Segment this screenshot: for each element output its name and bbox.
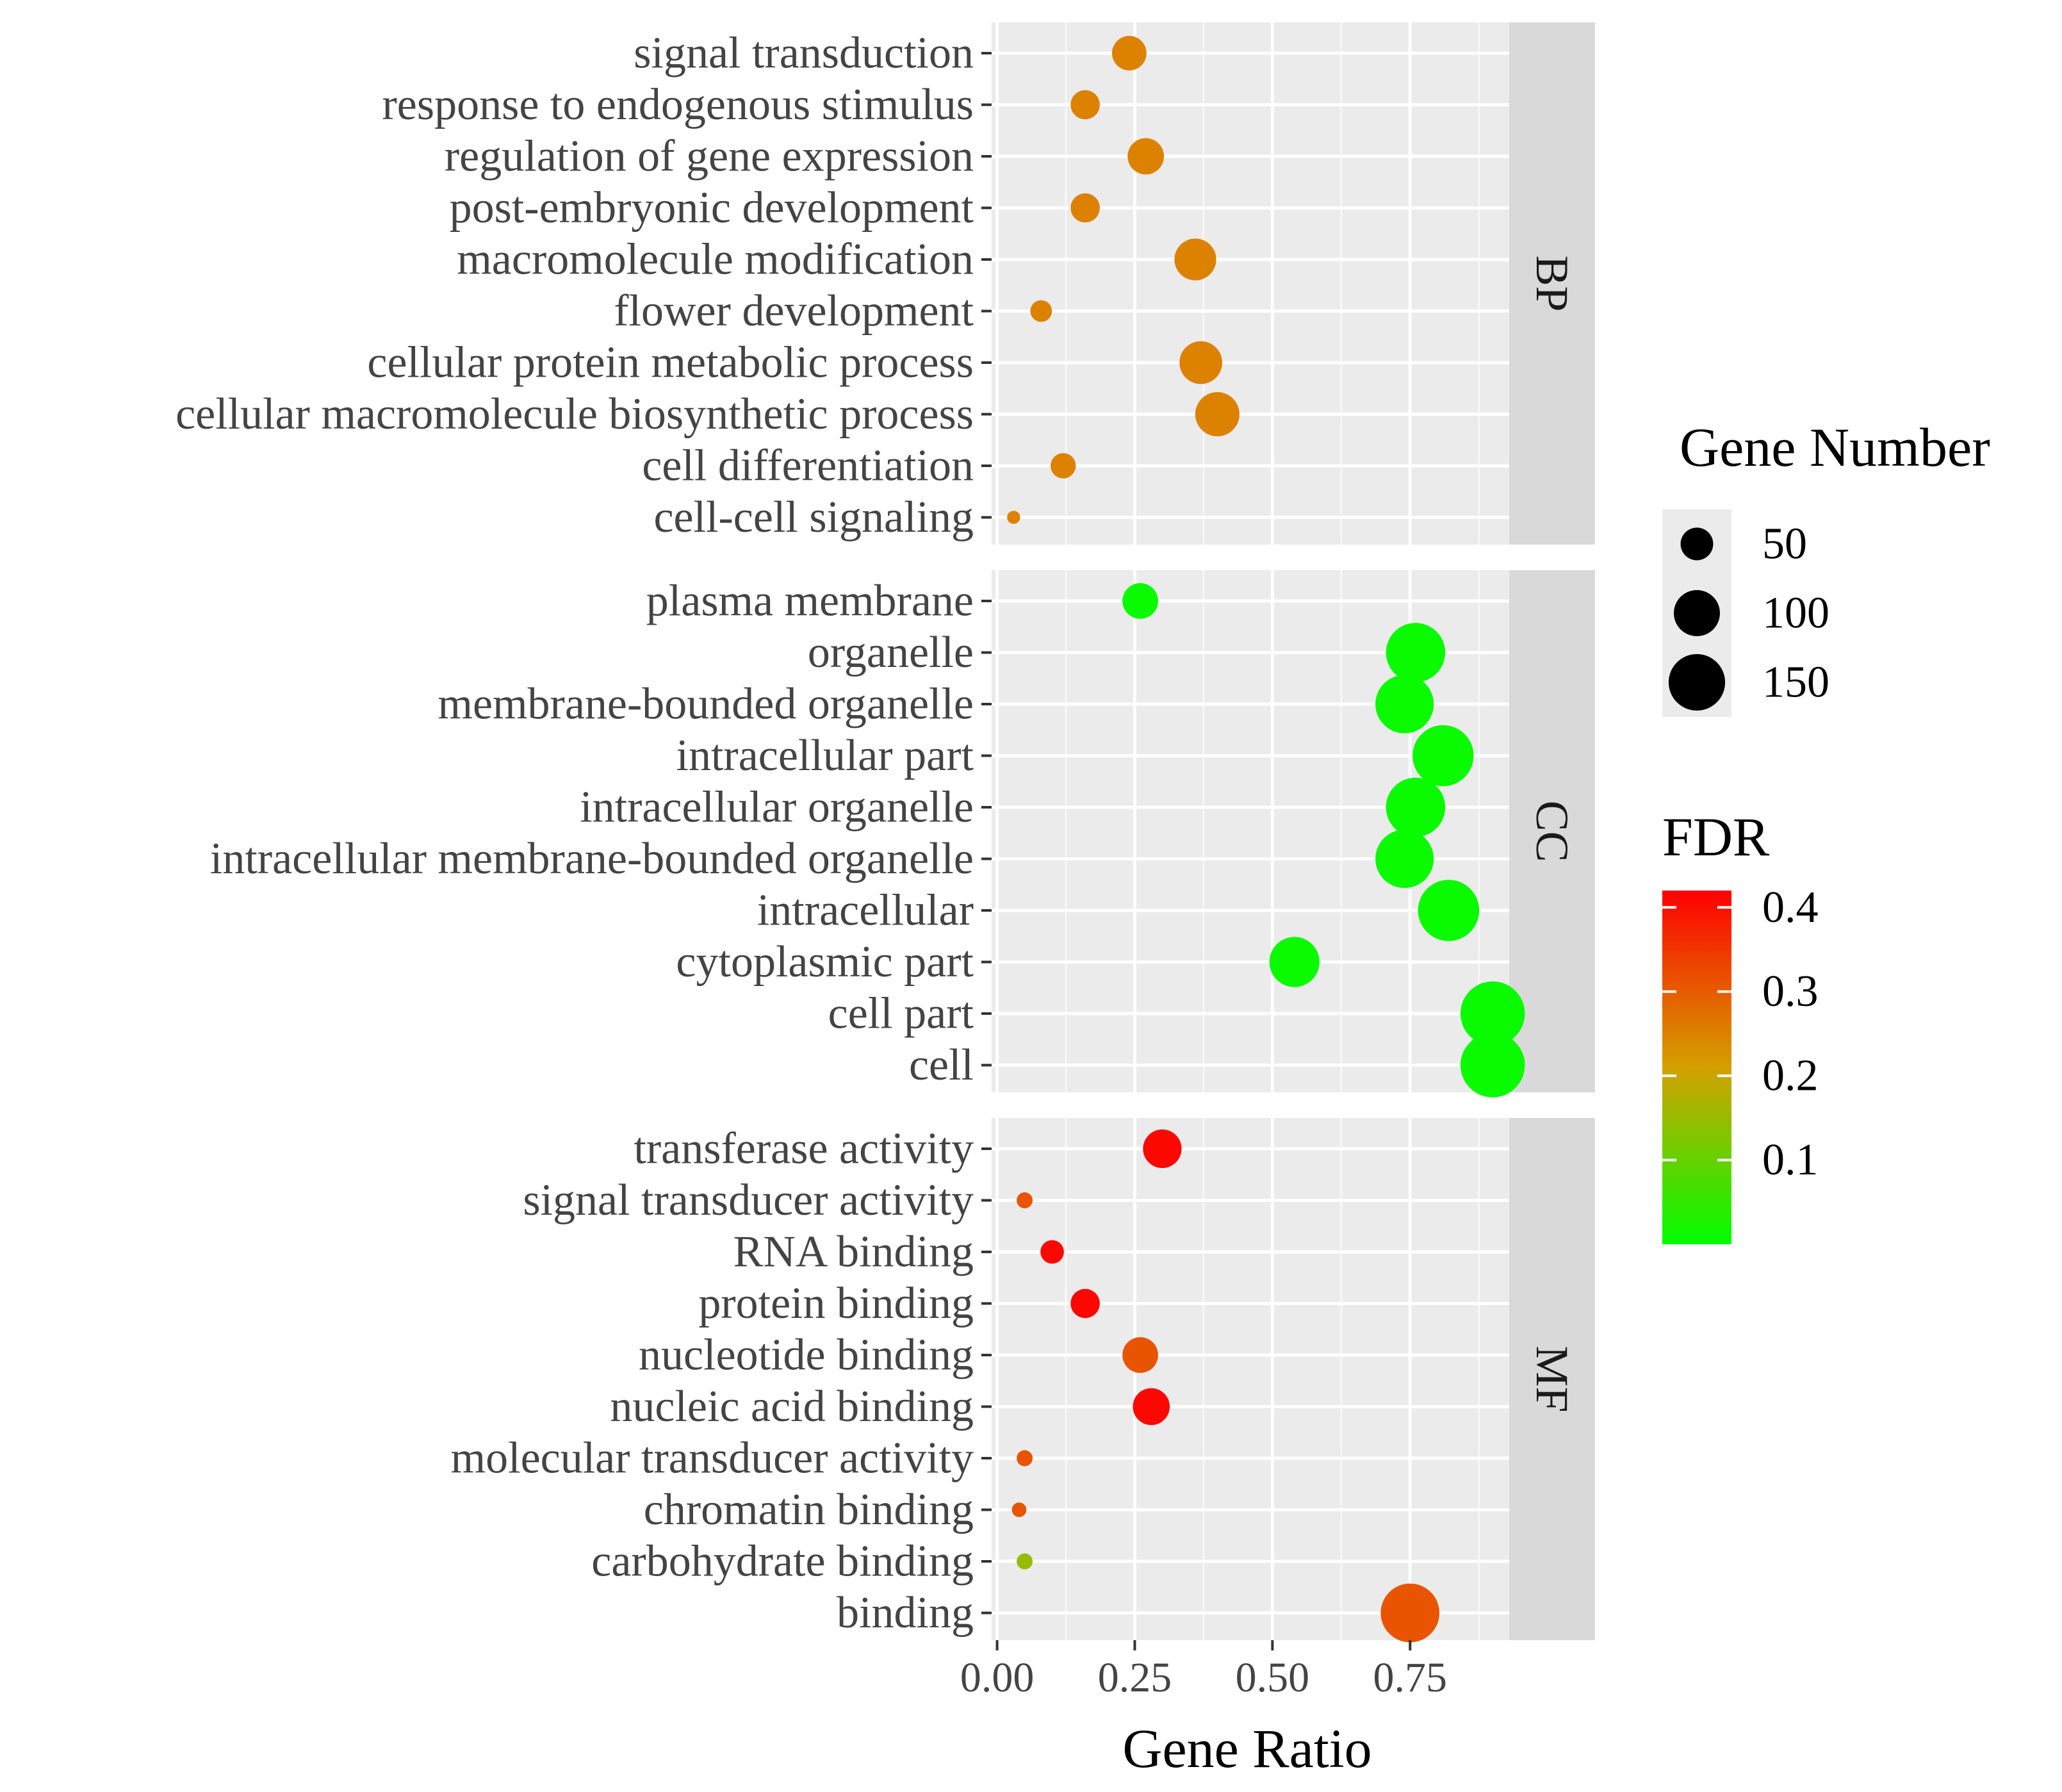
y-tick-label: flower development [614,286,974,336]
y-tick-label: post-embryonic development [450,183,974,233]
data-point-intracellular [1418,880,1480,941]
color-legend-title: FDR [1662,806,1770,867]
x-axis-title: Gene Ratio [1122,1718,1371,1779]
data-point-macromolecule-modification [1174,238,1216,281]
y-tick-label: nucleotide binding [639,1331,974,1380]
size-legend-title: Gene Number [1680,416,1990,478]
facet-strip [1509,1118,1595,1640]
color-legend: FDR 0.1 0.2 0.3 0.4 [1662,806,1819,1244]
y-tick-label: signal transduction [634,29,974,78]
data-point-cytoplasmic-part [1269,937,1320,987]
facet-strip-label: BP [1526,255,1578,311]
facet-strip-label: CC [1526,800,1578,862]
x-tick-label: 0.25 [1098,1654,1172,1701]
y-tick-label: intracellular [757,886,974,935]
y-tick-label: protein binding [698,1279,974,1328]
data-point-membrane-bounded-organelle [1375,675,1434,734]
y-tick-label: cell-cell signaling [653,493,974,542]
y-tick-label: transferase activity [634,1124,974,1174]
data-point-intracellular-part [1412,725,1474,787]
size-legend-label: 100 [1762,589,1829,638]
data-point-plasma-membrane [1122,583,1158,619]
size-legend-label: 150 [1762,658,1829,707]
y-tick-label: response to endogenous stimulus [382,80,974,129]
data-point-cell-cell-signaling [1007,511,1020,524]
y-tick-label: cell differentiation [642,441,974,491]
y-tick-label: chromatin binding [644,1485,974,1534]
color-bar [1662,891,1731,1244]
data-point-binding [1380,1583,1440,1643]
data-point-chromatin-binding [1011,1502,1027,1517]
y-tick-label: cell part [828,989,974,1039]
y-tick-label: intracellular part [676,731,974,780]
y-tick-label: molecular transducer activity [451,1434,974,1483]
y-tick-label: intracellular membrane-bounded organelle [210,834,974,884]
data-point-cell-part [1460,981,1525,1046]
data-point-cell-differentiation [1051,453,1076,479]
color-legend-label: 0.4 [1762,883,1819,932]
data-point-response-to-endogenous-stimulus [1070,90,1100,120]
data-point-nucleic-acid-binding [1133,1388,1170,1426]
y-tick-label: membrane-bounded organelle [438,680,974,729]
data-point-signal-transducer-activity [1017,1192,1033,1208]
data-point-regulation-of-gene-expression [1127,138,1165,175]
data-point-nucleotide-binding [1122,1337,1158,1373]
size-legend-dot [1674,590,1720,636]
y-tick-label: cellular protein metabolic process [367,338,974,388]
y-tick-label: organelle [808,628,974,677]
color-legend-label: 0.1 [1762,1135,1819,1185]
facet-strip-label: MF [1526,1345,1578,1412]
y-tick-label: intracellular organelle [580,783,974,832]
data-point-transferase-activity [1143,1129,1182,1169]
y-tick-label: macromolecule modification [457,235,974,284]
y-tick-label: plasma membrane [646,577,974,626]
data-point-post-embryonic-development [1070,193,1100,223]
facet-cc: CC plasma membraneorganellemembrane-bound… [210,570,1595,1097]
facet-strip [1509,22,1595,545]
x-tick-label: 0.00 [960,1654,1035,1701]
data-point-molecular-transducer-activity [1017,1450,1033,1467]
y-tick-label: cellular macromolecule biosynthetic proc… [176,390,974,439]
size-legend-dot [1680,527,1714,561]
data-point-rna-binding [1040,1240,1064,1264]
data-point-carbohydrate-binding [1017,1553,1033,1570]
data-point-cellular-protein-metabolic-process [1179,341,1223,384]
data-point-flower-development [1030,300,1052,322]
data-point-intracellular-organelle [1386,777,1446,837]
x-tick-label: 0.50 [1236,1654,1310,1701]
data-point-cell [1460,1033,1525,1097]
y-tick-label: regulation of gene expression [445,132,974,181]
data-point-signal-transduction [1111,36,1147,70]
size-legend-label: 50 [1762,520,1807,569]
y-tick-label: cytoplasmic part [676,937,974,987]
size-legend: Gene Number 50 100 150 [1662,416,1990,717]
y-tick-label: signal transducer activity [523,1176,974,1225]
data-point-protein-binding [1070,1288,1100,1319]
color-legend-label: 0.2 [1762,1051,1819,1101]
y-tick-label: RNA binding [733,1228,974,1277]
size-legend-dot [1668,654,1726,711]
panel-background [992,1118,1509,1640]
data-point-organelle [1386,623,1446,682]
data-point-cellular-macromolecule-biosynthetic-process [1195,391,1240,437]
x-axis: 0.00 0.25 0.50 0.75 [960,1640,1447,1701]
data-point-intracellular-membrane-bounded-organelle [1375,829,1434,889]
y-tick-label: binding [837,1588,974,1638]
y-tick-label: carbohydrate binding [591,1537,974,1586]
y-tick-label: nucleic acid binding [610,1382,974,1431]
x-tick-label: 0.75 [1373,1654,1448,1701]
y-tick-label: cell [909,1040,974,1090]
color-legend-label: 0.3 [1762,967,1819,1016]
